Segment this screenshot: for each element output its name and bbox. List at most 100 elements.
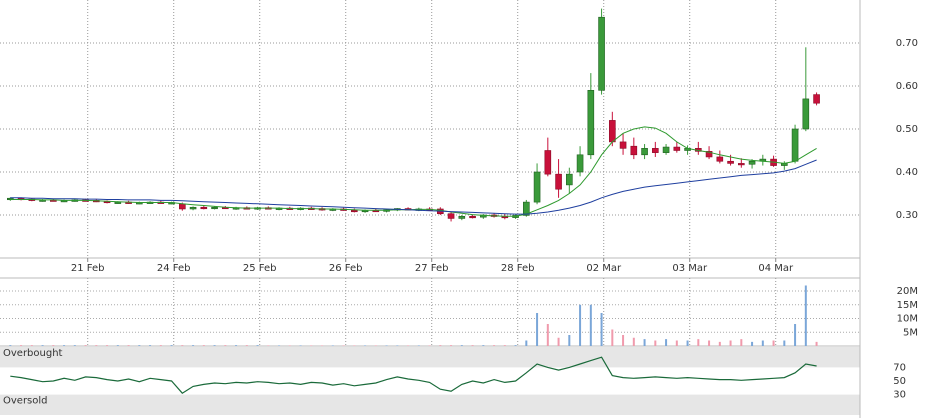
band-label: Overbought xyxy=(3,348,63,359)
volume-bar xyxy=(299,345,302,346)
volume-bar xyxy=(417,345,420,346)
volume-bar xyxy=(235,345,238,346)
x-tick-label: 27 Feb xyxy=(415,263,449,274)
volume-bar xyxy=(729,340,732,346)
candle-body xyxy=(802,98,810,130)
y-tick-label: 5M xyxy=(903,327,918,338)
volume-bar xyxy=(772,340,775,346)
y-tick-label: 0.40 xyxy=(896,167,918,178)
volume-bar xyxy=(192,345,195,346)
volume-bar xyxy=(557,337,560,346)
volume-bar xyxy=(439,345,442,346)
candle-body xyxy=(533,171,541,203)
candle-body xyxy=(598,16,605,91)
candle-body xyxy=(641,148,648,156)
x-tick-label: 02 Mar xyxy=(586,263,622,274)
candle-body xyxy=(630,145,638,156)
volume-bar xyxy=(579,304,582,346)
volume-bar xyxy=(751,341,754,346)
volume-bar xyxy=(310,345,313,346)
volume-bar xyxy=(374,345,377,346)
volume-bar xyxy=(589,304,592,346)
volume-bar xyxy=(127,345,130,346)
volume-bar xyxy=(503,345,506,346)
candle-body xyxy=(791,128,799,162)
candle-body xyxy=(189,206,197,210)
y-tick-label: 0.30 xyxy=(896,210,918,221)
volume-bar xyxy=(213,345,216,346)
volume-bar xyxy=(471,345,474,346)
volume-bar xyxy=(170,345,173,346)
volume-bar xyxy=(450,345,453,346)
volume-bar xyxy=(20,345,23,346)
candle-body xyxy=(351,209,358,213)
volume-bar xyxy=(815,341,818,346)
volume-bar xyxy=(493,345,496,346)
volume-bar xyxy=(84,345,87,346)
band-label: Oversold xyxy=(3,396,48,407)
volume-bar xyxy=(654,340,657,346)
x-tick-label: 24 Feb xyxy=(157,263,191,274)
volume-bar xyxy=(761,340,764,346)
volume-bar xyxy=(364,345,367,346)
volume-bar xyxy=(632,337,635,346)
volume-bar xyxy=(385,345,388,346)
candle-body xyxy=(114,201,122,204)
y-tick-label: 20M xyxy=(897,286,918,297)
x-tick-label: 26 Feb xyxy=(329,263,363,274)
x-tick-label: 04 Mar xyxy=(758,263,794,274)
volume-bar xyxy=(331,345,334,346)
candle-body xyxy=(738,163,745,166)
candle-body xyxy=(727,160,734,164)
volume-bar xyxy=(804,285,807,346)
volume-bar xyxy=(278,345,281,346)
candle-body xyxy=(587,90,595,156)
x-tick-label: 03 Mar xyxy=(672,263,708,274)
volume-bar xyxy=(224,345,227,346)
y-tick-label: 0.50 xyxy=(896,124,918,135)
y-tick-label: 0.70 xyxy=(896,38,918,49)
volume-bar xyxy=(643,339,646,346)
candle-body xyxy=(619,141,627,149)
band xyxy=(0,394,860,415)
volume-bar xyxy=(718,341,721,346)
volume-bar xyxy=(665,339,668,346)
candle-body xyxy=(555,173,562,190)
volume-bar xyxy=(460,345,463,346)
y-tick-label: 50 xyxy=(893,376,906,387)
candle-body xyxy=(469,215,476,219)
candle-body xyxy=(566,173,573,186)
volume-bar xyxy=(675,340,678,346)
volume-bar xyxy=(95,345,98,346)
candle-body xyxy=(609,120,616,143)
volume-bar xyxy=(611,329,614,346)
candle-body xyxy=(200,206,208,210)
volume-bar xyxy=(525,340,528,346)
candle-body xyxy=(705,151,713,158)
candle-body xyxy=(652,148,659,153)
x-tick-label: 21 Feb xyxy=(71,263,105,274)
volume-bar xyxy=(396,345,399,346)
band xyxy=(0,347,860,368)
volume-bar xyxy=(138,345,141,346)
candle-body xyxy=(673,146,681,151)
candle-body xyxy=(458,215,466,219)
volume-bar xyxy=(514,345,517,346)
volume-bar xyxy=(342,345,345,346)
candle-body xyxy=(716,156,724,162)
volume-bar xyxy=(288,345,291,346)
volume-bar xyxy=(63,345,66,346)
volume-bar xyxy=(794,324,797,346)
y-tick-label: 0.60 xyxy=(896,81,918,92)
volume-bar xyxy=(202,345,205,346)
volume-bar xyxy=(708,340,711,346)
candle-body xyxy=(211,206,218,210)
volume-bar xyxy=(697,339,700,346)
volume-bar xyxy=(52,345,55,346)
candle-body xyxy=(447,213,455,219)
oscillator-line xyxy=(10,356,817,394)
volume-bar xyxy=(267,345,270,346)
volume-bar xyxy=(181,345,184,346)
y-tick-label: 70 xyxy=(893,362,906,373)
